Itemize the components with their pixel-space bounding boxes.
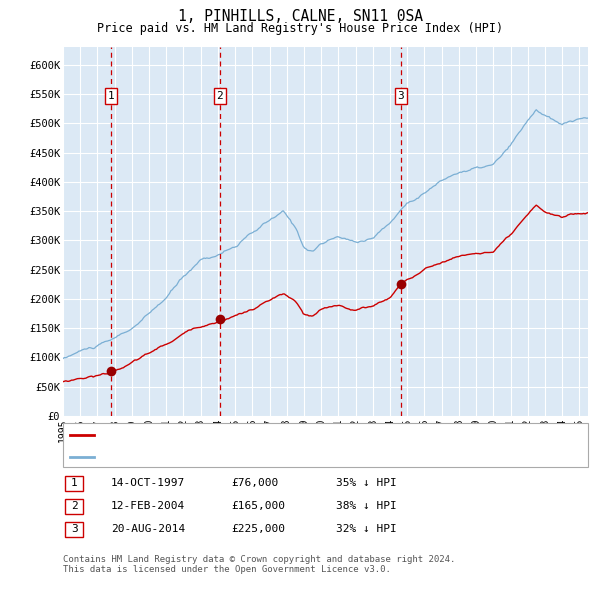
Text: £165,000: £165,000 (231, 502, 285, 511)
Text: 32% ↓ HPI: 32% ↓ HPI (336, 525, 397, 534)
Text: 12-FEB-2004: 12-FEB-2004 (111, 502, 185, 511)
Text: 1, PINHILLS, CALNE, SN11 0SA (detached house): 1, PINHILLS, CALNE, SN11 0SA (detached h… (98, 429, 379, 438)
Text: 14-OCT-1997: 14-OCT-1997 (111, 478, 185, 488)
Text: 2: 2 (217, 91, 223, 101)
Text: £225,000: £225,000 (231, 525, 285, 534)
Text: 2: 2 (71, 502, 78, 511)
Text: HPI: Average price, detached house, Wiltshire: HPI: Average price, detached house, Wilt… (98, 450, 379, 460)
Text: 1: 1 (71, 478, 78, 488)
Text: 1: 1 (107, 91, 115, 101)
Text: Contains HM Land Registry data © Crown copyright and database right 2024.
This d: Contains HM Land Registry data © Crown c… (63, 555, 455, 574)
Text: 3: 3 (71, 525, 78, 534)
Text: 20-AUG-2014: 20-AUG-2014 (111, 525, 185, 534)
Text: 1, PINHILLS, CALNE, SN11 0SA: 1, PINHILLS, CALNE, SN11 0SA (178, 9, 422, 24)
Text: 3: 3 (398, 91, 404, 101)
Text: 35% ↓ HPI: 35% ↓ HPI (336, 478, 397, 488)
Text: Price paid vs. HM Land Registry's House Price Index (HPI): Price paid vs. HM Land Registry's House … (97, 22, 503, 35)
Text: 38% ↓ HPI: 38% ↓ HPI (336, 502, 397, 511)
Text: £76,000: £76,000 (231, 478, 278, 488)
